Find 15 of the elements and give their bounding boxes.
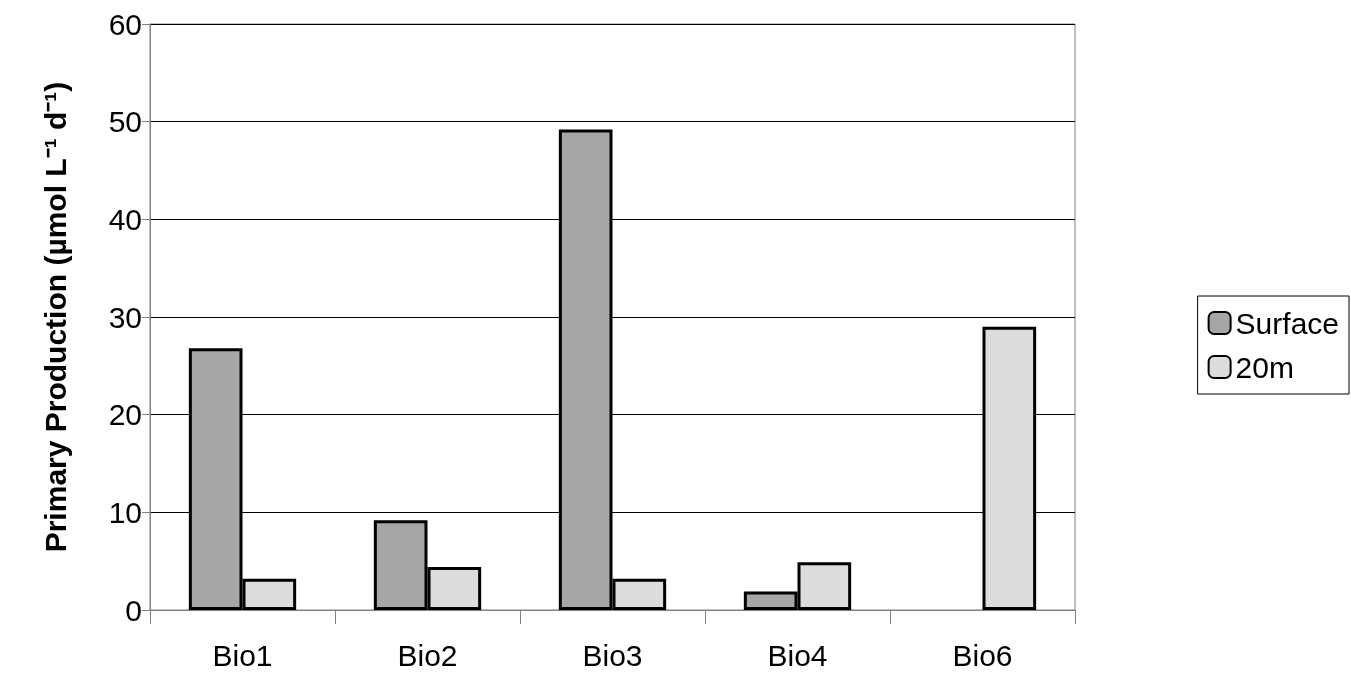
y-axis-title: Primary Production (µmol L⁻¹ d⁻¹): [38, 81, 72, 553]
legend-label: Surface: [1235, 306, 1339, 340]
y-tick-label: 60: [108, 7, 142, 41]
y-tick-label: 20: [108, 398, 142, 432]
x-tick-label: Bio2: [397, 638, 458, 672]
y-tick-label: 30: [108, 300, 142, 334]
legend-label: 20m: [1235, 350, 1294, 384]
x-tick-label: Bio6: [952, 638, 1013, 672]
y-tick-label: 0: [125, 593, 142, 627]
x-tick-label: Bio3: [582, 638, 643, 672]
x-tick-label: Bio4: [767, 638, 828, 672]
y-tick-label: 10: [108, 495, 142, 529]
y-tick-label: 40: [108, 202, 142, 236]
x-tick-label: Bio1: [212, 638, 273, 672]
y-tick-label: 50: [108, 105, 142, 139]
